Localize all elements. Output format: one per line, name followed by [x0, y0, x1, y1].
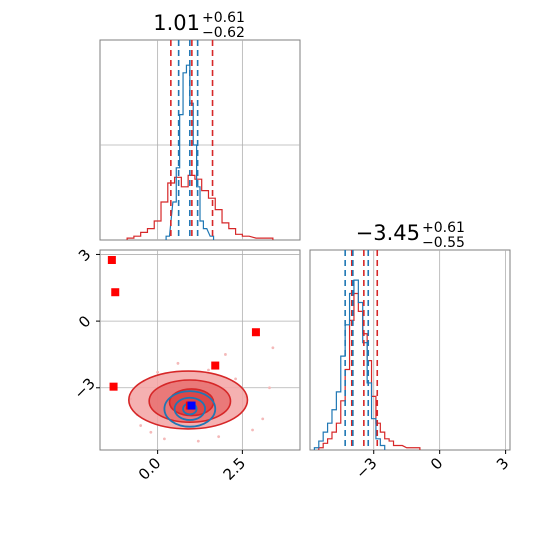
- joint-sample-point-2: [149, 430, 153, 434]
- joint-blue-marker-0: [187, 401, 196, 410]
- joint-sample-point-15: [271, 346, 275, 350]
- joint-sample-point-14: [139, 424, 143, 427]
- joint-red-marker-1: [111, 288, 120, 297]
- param2-hist-blue: [313, 279, 386, 450]
- param1-hist-red: [126, 174, 274, 240]
- panel-param2-frame: [309, 249, 511, 451]
- joint-sample-point-9: [268, 386, 271, 390]
- param1-title: 1.01: [153, 11, 200, 35]
- joint-red-marker-2: [109, 382, 118, 391]
- joint-ytick-label-2: −3: [71, 374, 99, 402]
- joint-sample-point-5: [261, 417, 265, 421]
- param2-title-plus: +0.61: [422, 220, 465, 236]
- joint-sample-point-6: [217, 435, 221, 439]
- joint-sample-point-11: [207, 368, 210, 372]
- param1-title-plus: +0.61: [202, 10, 245, 26]
- joint-sample-point-3: [234, 377, 237, 381]
- param1-title-minus: −0.62: [202, 25, 245, 41]
- joint-sample-point-12: [156, 370, 160, 374]
- joint-sample-point-16: [196, 439, 200, 443]
- param2-xtick-label-2: 3: [493, 454, 512, 473]
- param2-xtick-label-0: −3: [352, 454, 380, 482]
- joint-sample-point-10: [224, 353, 227, 356]
- joint-ytick-label-1: 0: [75, 312, 94, 331]
- joint-xtick-label-0: 0.0: [135, 454, 165, 484]
- panel-param1-hist: 1.01 +0.61 −0.62: [99, 10, 301, 241]
- joint-red-marker-3: [251, 328, 260, 337]
- joint-sample-point-17: [176, 361, 180, 365]
- param2-title: −3.45: [356, 221, 420, 245]
- panel-joint: 0.0 2.5 3 0 −3: [71, 245, 301, 484]
- joint-contour-blue-0: [163, 390, 217, 428]
- joint-red-marker-0: [107, 256, 116, 264]
- param2-title-minus: −0.55: [422, 235, 465, 251]
- joint-sample-point-13: [251, 428, 254, 432]
- param2-xtick-label-1: 0: [427, 454, 446, 473]
- joint-ytick-label-0: 3: [75, 245, 94, 264]
- joint-contour-blue-1: [173, 396, 206, 421]
- panel-param2-hist: −3 0 3 −3.45 +0.61 −0.55: [309, 220, 512, 482]
- joint-red-marker-4: [211, 361, 220, 370]
- joint-sample-point-7: [163, 437, 166, 441]
- joint-xtick-label-1: 2.5: [220, 454, 250, 484]
